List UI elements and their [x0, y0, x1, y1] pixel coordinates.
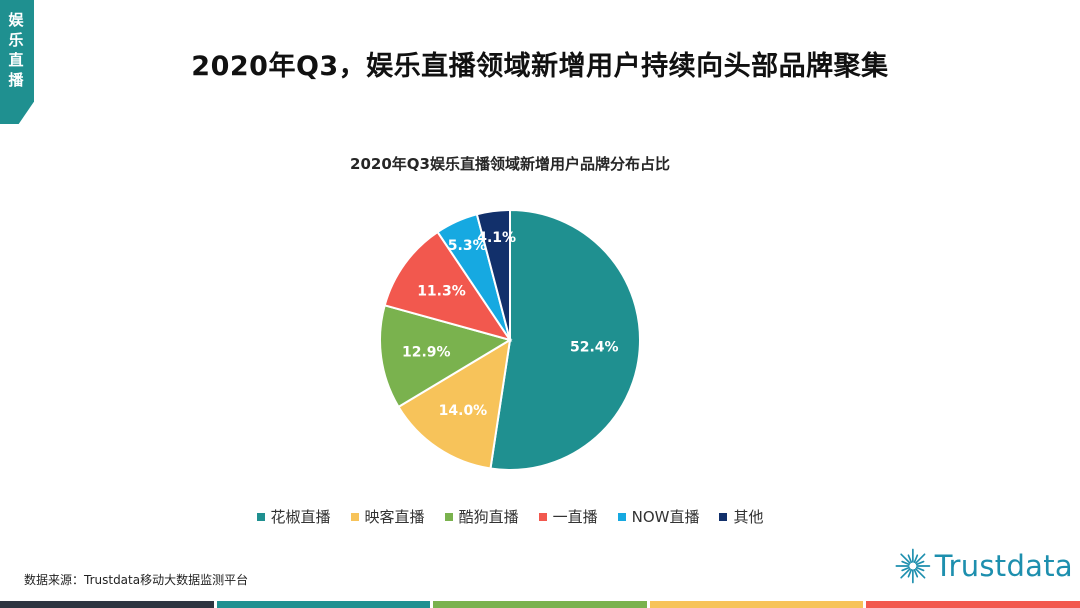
- legend-swatch: [617, 512, 626, 521]
- legend-label: 酷狗直播: [458, 508, 519, 526]
- pie-slice-1: [397, 338, 512, 470]
- starburst-icon: [895, 548, 931, 584]
- data-source: 数据来源：Trustdata移动大数据监测平台: [24, 573, 249, 587]
- legend-label: 其他: [733, 508, 764, 526]
- legend-swatch: [350, 512, 359, 521]
- bottom-bar-segment: [0, 601, 214, 608]
- bottom-bar-segment: [433, 601, 647, 608]
- trustdata-logo: Trustdata: [893, 538, 1073, 594]
- legend-item: 其他: [719, 506, 763, 527]
- legend-label: 映客直播: [364, 508, 425, 526]
- legend-swatch: [538, 512, 547, 521]
- legend-item: 一直播: [538, 506, 598, 527]
- logo-text: Trustdata: [934, 549, 1073, 583]
- legend-label: 一直播: [552, 508, 598, 526]
- pie-slice-2: [379, 304, 513, 409]
- chart-legend: 花椒直播 映客直播 酷狗直播 一直播 NOW直播 其他: [0, 506, 1020, 527]
- slice-label-2: 12.9%: [402, 344, 451, 360]
- slice-label-1: 14.0%: [439, 403, 488, 419]
- legend-item: 花椒直播: [256, 506, 331, 527]
- bottom-bar-segment: [216, 601, 431, 608]
- slice-label-5: 4.1%: [477, 230, 516, 246]
- bottom-color-bar: [0, 601, 1080, 608]
- legend-label: 花椒直播: [270, 508, 331, 526]
- side-tab: 娱乐直播: [0, 0, 34, 124]
- slice-label-3: 11.3%: [417, 284, 466, 300]
- legend-swatch: [444, 512, 453, 521]
- bottom-bar-segment: [649, 601, 864, 608]
- legend-item: NOW直播: [617, 506, 700, 527]
- slice-label-0: 52.4%: [570, 339, 619, 355]
- pie-slice-3: [383, 230, 513, 342]
- legend-swatch: [719, 512, 728, 521]
- page-title: 2020年Q3，娱乐直播领域新增用户持续向头部品牌聚集: [191, 51, 889, 82]
- legend-item: 映客直播: [350, 506, 425, 527]
- slice-label-4: 5.3%: [448, 238, 487, 254]
- pie-slice-5: [475, 208, 511, 341]
- legend-item: 酷狗直播: [444, 506, 519, 527]
- side-tab-label: 娱乐直播: [8, 11, 24, 89]
- chart-title: 2020年Q3娱乐直播领域新增用户品牌分布占比: [350, 155, 670, 173]
- bottom-bar-segment: [866, 601, 1080, 608]
- legend-swatch: [256, 512, 265, 521]
- legend-label: NOW直播: [631, 508, 700, 526]
- pie-slice-0: [489, 208, 641, 471]
